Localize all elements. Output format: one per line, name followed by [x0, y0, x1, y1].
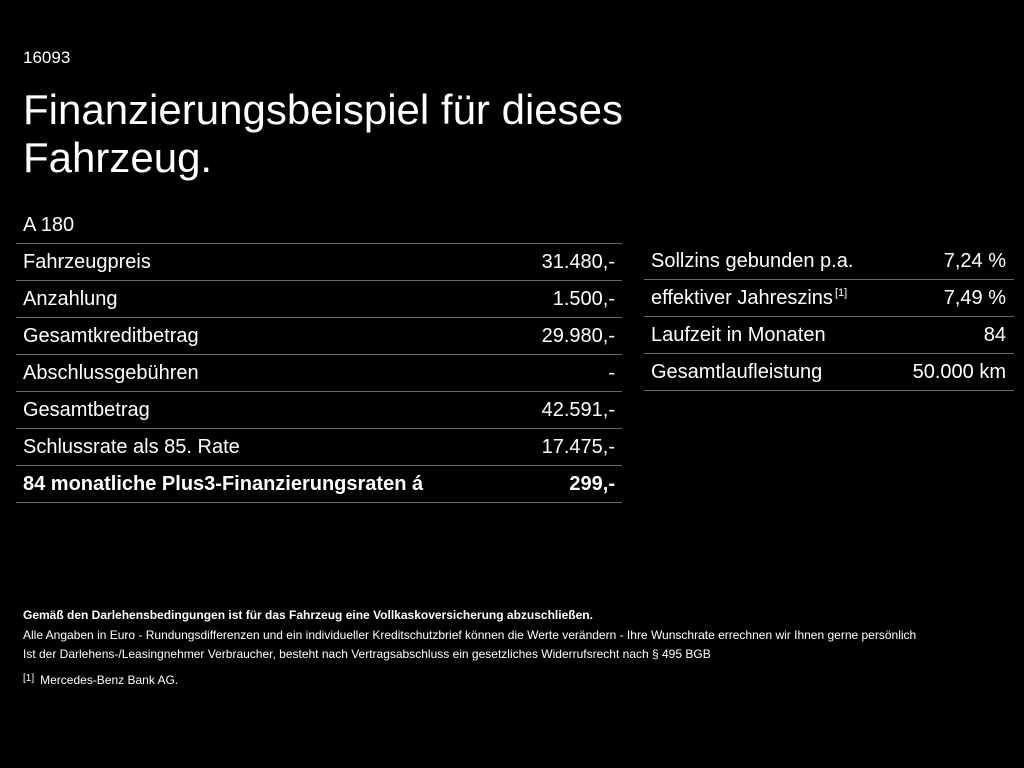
row-value: 7,24 %	[893, 243, 1014, 280]
row-label: Anzahlung	[16, 280, 523, 318]
page-title: Finanzierungsbeispiel für dieses Fahrzeu…	[23, 86, 623, 181]
table-row: Sollzins gebunden p.a. 7,24 %	[644, 243, 1014, 280]
footnote-mark: [1]	[23, 673, 35, 684]
row-label: effektiver Jahreszins	[651, 286, 833, 309]
insurance-note: Gemäß den Darlehensbedingungen ist für d…	[23, 608, 593, 622]
table-row: Laufzeit in Monaten 84	[644, 316, 1014, 354]
table-row: Schlussrate als 85. Rate 17.475,-	[16, 428, 622, 466]
legal-notes: Gemäß den Darlehensbedingungen ist für d…	[23, 606, 1013, 690]
row-label: Gesamtbetrag	[16, 391, 523, 429]
table-row: effektiver Jahreszins [1] 7,49 %	[644, 279, 1014, 317]
vehicle-model: A 180	[23, 214, 75, 236]
financing-costs-table: Fahrzeugpreis 31.480,- Anzahlung 1.500,-…	[16, 243, 622, 503]
monthly-rate-row: 84 monatliche Plus3-Finanzierungsraten á…	[16, 465, 622, 503]
row-value: 50.000 km	[893, 353, 1014, 391]
table-row: Abschlussgebühren -	[16, 354, 622, 392]
row-value: 299,-	[522, 465, 622, 503]
row-value: 29.980,-	[522, 317, 622, 355]
financing-terms-table: Sollzins gebunden p.a. 7,24 % effektiver…	[644, 243, 1014, 391]
row-value: 1.500,-	[522, 280, 622, 318]
table-row: Gesamtkreditbetrag 29.980,-	[16, 317, 622, 355]
row-label: Laufzeit in Monaten	[644, 316, 894, 354]
row-value: 17.475,-	[522, 428, 622, 466]
row-value: -	[522, 354, 622, 392]
row-label: Gesamtkreditbetrag	[16, 317, 523, 355]
table-row: Anzahlung 1.500,-	[16, 280, 622, 318]
footnote: [1] Mercedes-Benz Bank AG.	[23, 669, 1013, 690]
withdrawal-note: Ist der Darlehens-/Leasingnehmer Verbrau…	[23, 647, 711, 661]
row-label: Abschlussgebühren	[16, 354, 523, 392]
row-label: Schlussrate als 85. Rate	[16, 428, 523, 466]
row-label: Fahrzeugpreis	[16, 243, 523, 281]
row-label: Gesamtlaufleistung	[644, 353, 894, 391]
row-value: 42.591,-	[522, 391, 622, 429]
row-value: 84	[893, 316, 1014, 354]
row-value: 31.480,-	[522, 243, 622, 281]
table-row: Gesamtbetrag 42.591,-	[16, 391, 622, 429]
euro-note: Alle Angaben in Euro - Rundungsdifferenz…	[23, 628, 917, 642]
offer-number: 16093	[23, 48, 71, 67]
table-row: Gesamtlaufleistung 50.000 km	[644, 353, 1014, 391]
footnote-reference: [1]	[834, 286, 848, 299]
row-value: 7,49 %	[893, 279, 1014, 317]
table-row: Fahrzeugpreis 31.480,-	[16, 243, 622, 281]
footnote-text: Mercedes-Benz Bank AG.	[40, 673, 179, 687]
row-label-cell: effektiver Jahreszins [1]	[644, 279, 894, 317]
row-label: Sollzins gebunden p.a.	[644, 243, 894, 280]
row-label: 84 monatliche Plus3-Finanzierungsraten á	[16, 465, 523, 503]
